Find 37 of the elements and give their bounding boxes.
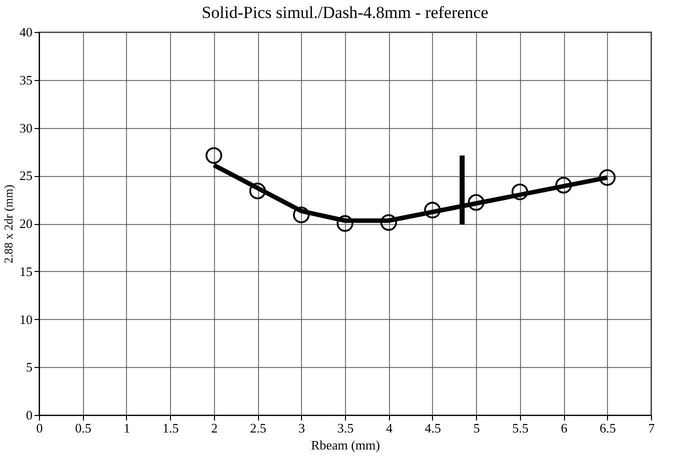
- point: [512, 184, 528, 200]
- y-tick-label: 25: [20, 168, 32, 184]
- point: [555, 176, 572, 194]
- y-tick-label: 15: [20, 264, 32, 279]
- point: [292, 206, 310, 224]
- x-tick-label: 2: [211, 420, 218, 436]
- y-axis-title: 2.88 x 2dr (mm): [2, 184, 16, 264]
- x-tick-label: 7: [648, 420, 656, 436]
- x-tick-label: 6.5: [600, 420, 616, 436]
- y-tick-label: 20: [20, 216, 32, 231]
- x-tick-label: 1: [124, 420, 130, 436]
- point: [336, 215, 354, 232]
- y-tick-label: 30: [20, 120, 32, 136]
- point: [598, 169, 616, 186]
- point: [206, 147, 222, 164]
- x-tick-label: 3: [298, 420, 306, 436]
- y-tick-label: 0: [26, 408, 32, 422]
- x-tick-label: 3.5: [337, 420, 354, 436]
- point: [380, 214, 398, 231]
- x-tick-label: 0: [36, 420, 43, 436]
- y-tick-label: 5: [26, 360, 32, 375]
- x-tick-label: 6: [560, 420, 568, 436]
- point: [468, 194, 484, 211]
- x-tick-label: 4: [386, 420, 393, 436]
- y-tick-label: 40: [20, 24, 32, 40]
- y-tick-label: 35: [20, 72, 32, 88]
- point: [249, 182, 266, 200]
- y-tick-label: 10: [20, 312, 32, 327]
- x-tick-label: 5: [473, 420, 480, 436]
- x-tick-label: 5.5: [512, 420, 528, 436]
- x-axis-title: Rbeam (mm): [311, 438, 380, 452]
- x-tick-label: 0.5: [75, 420, 92, 436]
- x-tick-label: 1.5: [162, 420, 179, 436]
- x-tick-label: 2.5: [250, 420, 266, 436]
- chart-title: Solid-Pics simul./Dash-4.8mm - reference: [202, 3, 488, 22]
- point: [424, 202, 441, 218]
- x-tick-label: 4.5: [424, 420, 442, 436]
